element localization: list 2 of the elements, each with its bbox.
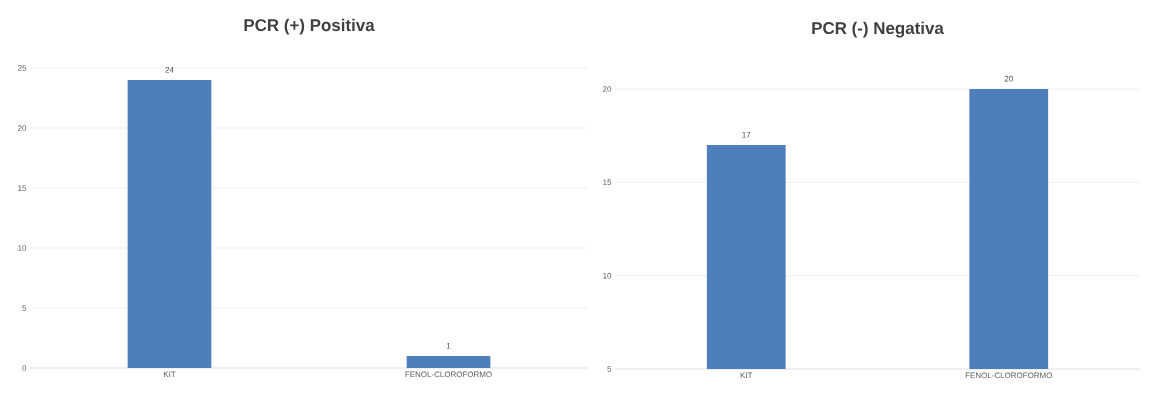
- chart-title: PCR (+) Positiva: [244, 18, 375, 35]
- chart-title: PCR (-) Negativa: [812, 21, 944, 38]
